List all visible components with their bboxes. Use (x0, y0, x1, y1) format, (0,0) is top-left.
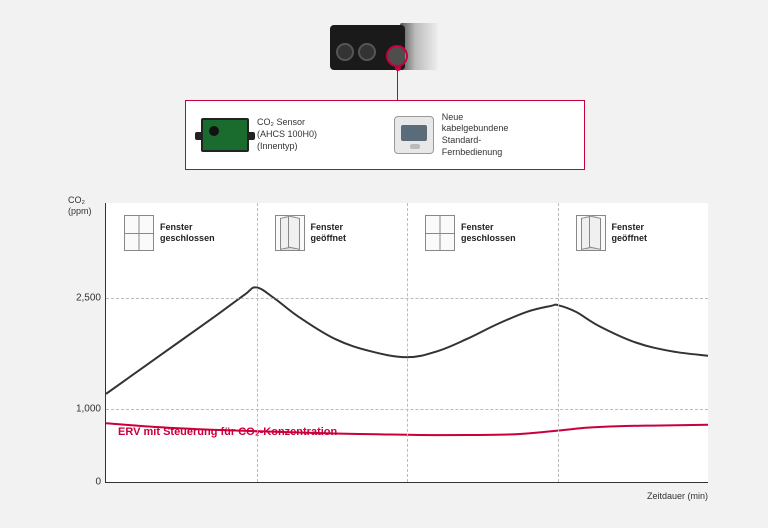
window-closed-icon (425, 215, 455, 251)
y-tick-label: 2,500 (76, 293, 101, 304)
window-label: Fenstergeöffnet (612, 222, 648, 244)
remote-line2: kabelgebundene (442, 123, 509, 135)
x-axis-title: Zeitdauer (min) (647, 491, 708, 501)
sensor-model: (AHCS 100H0) (257, 129, 317, 141)
gridline-v (257, 203, 258, 482)
remote-line4: Fernbedienung (442, 147, 509, 159)
window-state-3: Fenstergeschlossen (425, 215, 516, 251)
remote-line1: Neue (442, 112, 509, 124)
gridline-v (558, 203, 559, 482)
y-axis-title: CO₂ (ppm) (68, 195, 92, 217)
co2-chart: CO₂ (ppm) 01,0002,500FenstergeschlossenF… (50, 195, 718, 513)
y-tick-label: 0 (95, 477, 101, 488)
remote-component: Neue kabelgebundene Standard- Fernbedien… (394, 112, 569, 159)
window-open-icon (275, 215, 305, 251)
sensor-highlight-circle (386, 45, 408, 67)
remote-control-icon (394, 116, 434, 154)
remote-line3: Standard- (442, 135, 509, 147)
window-state-2: Fenstergeöffnet (275, 215, 347, 251)
y-tick-label: 1,000 (76, 403, 101, 414)
erv-product-image (330, 15, 440, 75)
window-label: Fenstergeschlossen (160, 222, 215, 244)
erv-series-label: ERV mit Steuerung für CO₂-Konzentration (118, 426, 337, 438)
window-label: Fenstergeschlossen (461, 222, 516, 244)
components-box: CO₂ Sensor (AHCS 100H0) (Innentyp) Neue … (185, 100, 585, 170)
pcb-sensor-icon (201, 118, 249, 152)
connector-line (397, 70, 398, 100)
plot-area: 01,0002,500FenstergeschlossenFenstergeöf… (105, 203, 708, 483)
sensor-type: (Innentyp) (257, 141, 317, 153)
sensor-title: CO₂ Sensor (257, 117, 317, 129)
co2-sensor-component: CO₂ Sensor (AHCS 100H0) (Innentyp) (201, 117, 394, 152)
window-open-icon (576, 215, 606, 251)
gridline-v (407, 203, 408, 482)
window-state-4: Fenstergeöffnet (576, 215, 648, 251)
window-label: Fenstergeöffnet (311, 222, 347, 244)
window-closed-icon (124, 215, 154, 251)
window-state-1: Fenstergeschlossen (124, 215, 215, 251)
